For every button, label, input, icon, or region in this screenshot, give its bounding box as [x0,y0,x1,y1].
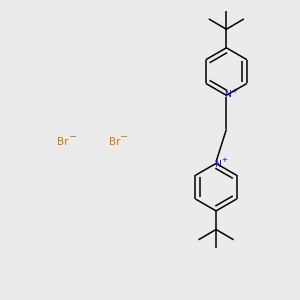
Text: +: + [221,157,227,163]
Text: Br: Br [109,137,120,147]
Text: −: − [68,132,77,142]
Text: N: N [224,90,231,99]
Text: N: N [214,160,220,169]
Text: Br: Br [57,137,69,147]
Text: +: + [231,88,237,94]
Text: −: − [120,132,128,142]
